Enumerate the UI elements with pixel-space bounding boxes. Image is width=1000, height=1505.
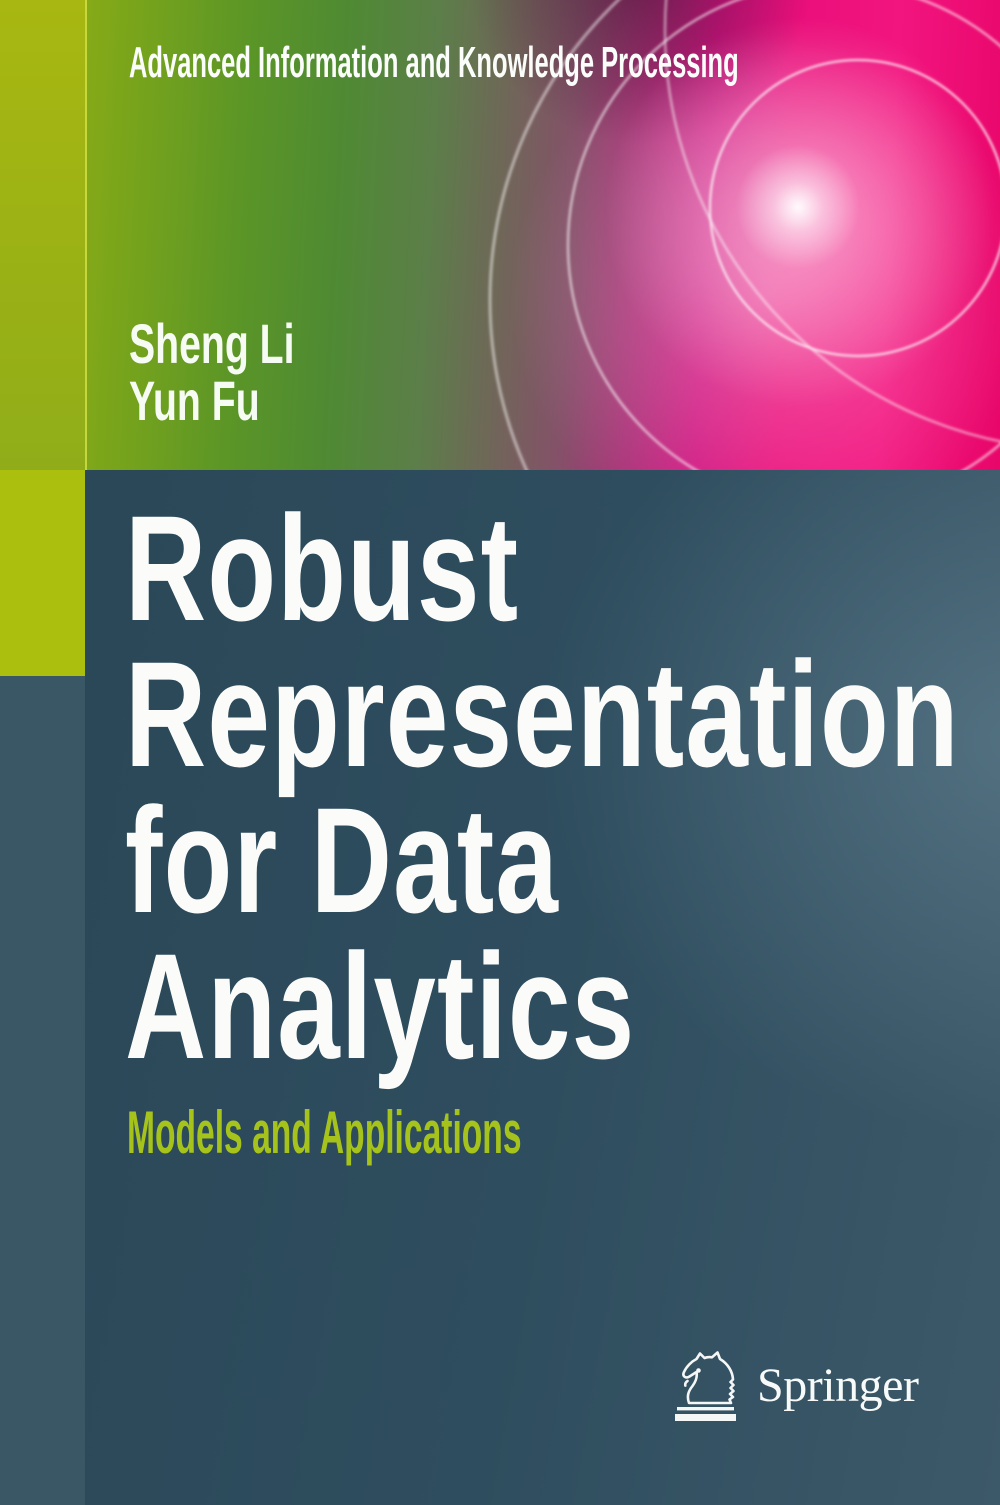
publisher-logo: Springer <box>663 1348 943 1426</box>
series-title: Advanced Information and Knowledge Proce… <box>129 38 739 87</box>
book-title-line: Analytics <box>125 922 636 1090</box>
author-name: Sheng Li <box>129 312 295 375</box>
springer-horse-icon <box>675 1351 736 1421</box>
book-title-line: Robust <box>125 484 520 652</box>
author-name: Yun Fu <box>129 369 260 432</box>
cover-main-area: Robust Representation for Data Analytics… <box>0 470 1000 1505</box>
book-subtitle: Models and Applications <box>127 1099 522 1166</box>
left-accent-strip <box>0 0 87 470</box>
left-spine-column <box>0 676 85 1505</box>
book-title-line: for Data <box>125 776 560 944</box>
book-title: Robust Representation for Data Analytics <box>125 484 1000 1090</box>
publisher-name: Springer <box>757 1359 919 1412</box>
cover-top-gradient-band: Advanced Information and Knowledge Proce… <box>0 0 1000 470</box>
authors-block: Sheng Li Yun Fu <box>129 315 295 429</box>
swirl-flare-graphic <box>488 0 1000 470</box>
book-title-line: Representation <box>125 630 960 798</box>
left-accent-block <box>0 470 85 676</box>
